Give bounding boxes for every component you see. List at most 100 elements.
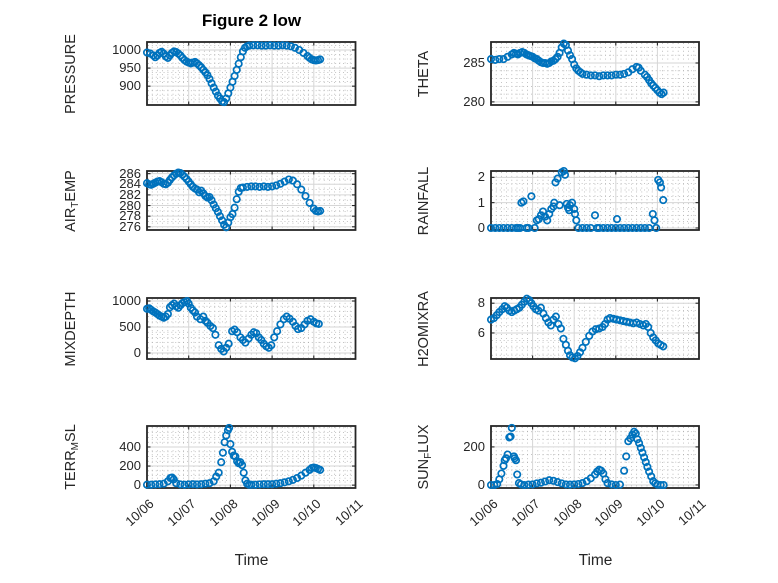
x-tick-label-text: 10/06 [122,496,158,529]
axis-border [490,425,700,489]
h2omixra-series [486,294,668,363]
x-tick-label-text: 10/08 [206,496,241,529]
minor-grid [148,427,355,487]
x-tick-label-text: 10/11 [675,496,710,529]
axis-ticks [490,171,700,230]
y-axis-label-part: THETA [416,50,432,97]
axis-border [146,297,357,360]
y-tick-label: 0 [477,476,485,492]
air_temp-series [142,168,325,232]
y-tick-label: 282 [119,186,141,202]
axis-ticks [146,42,357,105]
minor-grid [492,43,698,104]
major-grid [147,42,356,105]
minor-grid [148,172,355,229]
y-tick-label: 500 [119,319,141,335]
y-axis-label-part: EMP [63,169,79,202]
y-tick-label: 0 [477,219,485,235]
y-tick-label: 1 [477,194,485,210]
x-tick-label: 10/10 [204,495,324,529]
x-tick-label: 10/08 [120,495,240,529]
h2omixra-plot [486,294,700,363]
y-axis-label-part: RAINFALL [416,166,432,235]
mixdepth-plot [142,296,357,360]
x-tick-label: 10/06 [37,495,157,529]
y-tick-label: 280 [463,93,485,109]
sun_flux-plot [486,423,700,490]
x-axis-label-right: Time [578,552,613,569]
terr_msl-plot [142,423,357,489]
sun_flux-y-axis-label: SUN F LUX [414,367,434,547]
major-grid [491,42,699,105]
y-tick-label: 1000 [112,293,141,309]
y-tick-label: 0 [133,477,141,493]
theta-plot [486,39,700,106]
x-tick-label-text: 10/10 [289,496,324,529]
pressure-series [142,41,325,107]
sun_flux-series [486,423,668,490]
y-axis-label-part: MIXDEPTH [63,291,79,366]
x-tick-label: 10/11 [589,495,710,528]
y-tick-label: 200 [119,458,141,474]
terr_msl-series [142,423,325,489]
y-axis-label-part: LUX [416,424,432,453]
terr_msl-y-axis-label: TERR M SL [61,367,81,547]
y-axis-label-part: F [422,452,434,459]
y-tick-label: 900 [119,78,141,94]
y-tick-label: 6 [477,324,485,340]
x-tick-label-text: 10/11 [332,496,366,529]
y-axis-label-part: PRESSURE [63,33,79,114]
rainfall-series [486,166,668,233]
y-tick-label: 276 [119,218,141,234]
x-tick-label: 10/09 [506,495,626,529]
pressure-plot [142,41,357,107]
x-tick-label-text: 10/08 [550,496,585,529]
y-tick-label: 0 [133,345,141,361]
x-tick-label: 10/06 [381,495,501,529]
y-tick-label: 278 [119,208,141,224]
y-tick-label: 950 [119,60,141,76]
x-tick-label-text: 10/07 [164,496,199,529]
x-tick-label-text: 10/09 [247,496,283,529]
x-tick-label-text: 10/09 [591,496,626,529]
minor-grid [492,427,698,487]
y-tick-label: 1000 [112,41,141,57]
y-tick-label: 2 [477,169,485,185]
y-axis-label-part: T [69,201,81,208]
y-tick-label: 400 [119,438,141,454]
y-tick-label: 285 [463,55,485,70]
y-tick-label: 8 [477,295,485,311]
y-axis-label-part: TERR [63,450,79,490]
x-tick-label: 10/10 [547,495,667,529]
x-tick-label: 10/08 [464,495,584,529]
x-axis-label-left: Time [234,552,269,569]
y-tick-label: 286 [119,165,141,181]
x-tick-label-text: 10/07 [508,496,543,529]
x-tick-label-text: 10/10 [633,496,668,529]
x-tick-label-text: 10/06 [466,496,502,529]
theta-series [486,39,668,99]
y-tick-label: 200 [463,438,485,454]
minor-grid [148,299,355,358]
axis-ticks [146,171,357,230]
figure-title: Figure 2 low [201,11,302,30]
y-axis-label-part: AIR [63,207,79,232]
y-tick-label: 280 [119,197,141,213]
x-tick-label: 10/09 [162,495,282,529]
axis-border [146,170,357,231]
air_temp-plot [142,168,357,232]
rainfall-plot [486,166,700,233]
minor-grid [492,299,698,358]
axis-border [490,41,700,106]
y-axis-label-part: SL [63,424,79,442]
mixdepth-series [142,296,323,356]
y-axis-label-part: H2OMIXRA [416,290,432,367]
y-tick-label: 284 [119,176,141,192]
x-tick-label: 10/11 [246,495,366,528]
x-tick-label: 10/07 [79,495,199,529]
x-tick-label: 10/07 [423,495,542,529]
y-axis-label-part: M [69,441,81,451]
y-axis-label-part: SUN [416,458,432,490]
axis-border [490,297,700,360]
